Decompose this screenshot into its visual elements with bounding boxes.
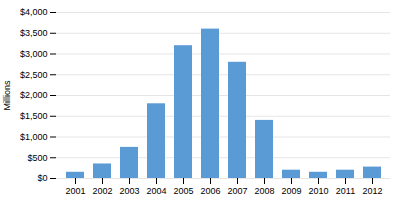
svg-text:2002: 2002 [92,186,112,196]
svg-text:$2,500: $2,500 [20,70,48,80]
svg-text:$1,000: $1,000 [20,132,48,142]
svg-text:Millions: Millions [2,80,12,111]
svg-text:2004: 2004 [146,186,166,196]
svg-text:2008: 2008 [254,186,274,196]
svg-text:$2,000: $2,000 [20,90,48,100]
svg-text:$4,000: $4,000 [20,7,48,17]
svg-text:$3,000: $3,000 [20,49,48,59]
svg-text:2005: 2005 [173,186,193,196]
svg-text:2001: 2001 [65,186,85,196]
svg-text:2011: 2011 [336,186,355,196]
svg-text:2010: 2010 [308,186,328,196]
svg-text:$1,500: $1,500 [20,111,48,121]
svg-text:$500: $500 [27,153,47,163]
svg-text:2006: 2006 [200,186,220,196]
svg-text:2007: 2007 [227,186,247,196]
svg-text:2003: 2003 [119,186,139,196]
svg-text:2009: 2009 [281,186,301,196]
svg-text:$3,500: $3,500 [20,28,48,38]
svg-text:2012: 2012 [362,186,382,196]
svg-text:$0: $0 [37,173,47,183]
